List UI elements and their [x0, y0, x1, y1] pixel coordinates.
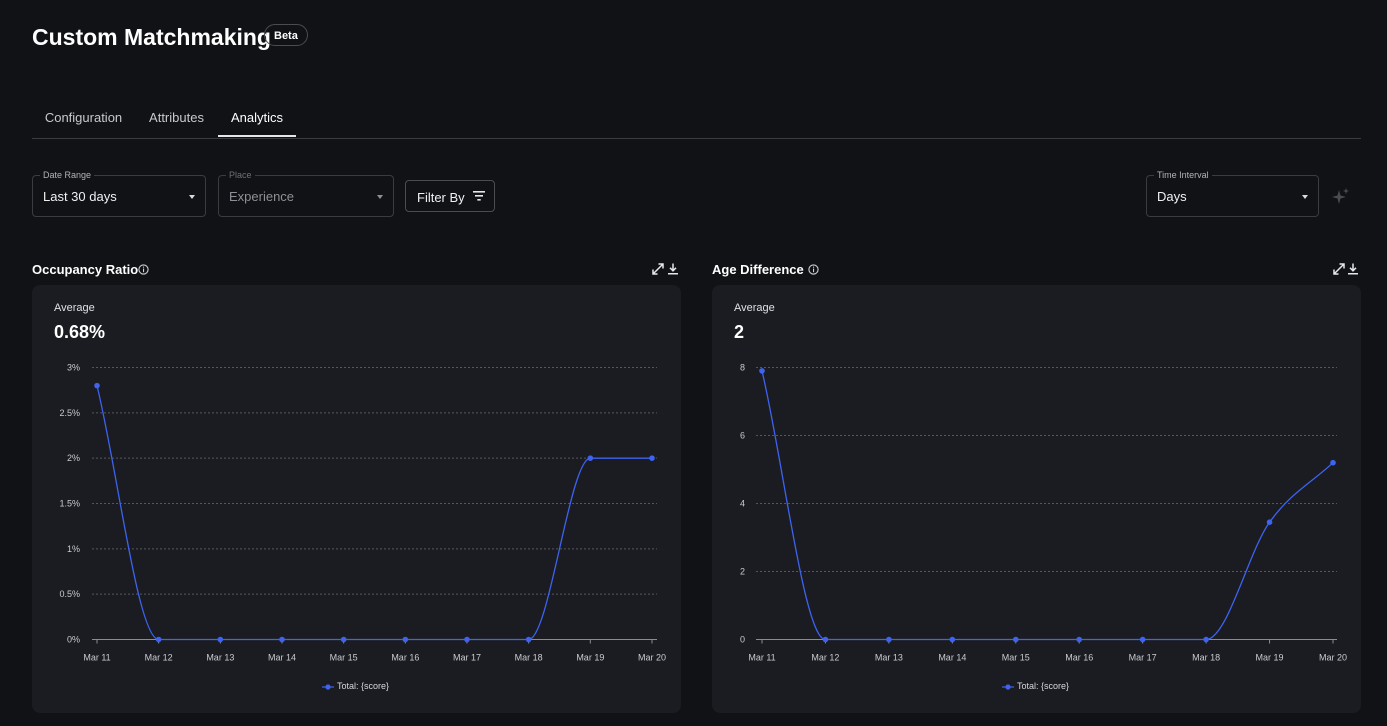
x-tick-label: Mar 19: [1256, 653, 1284, 663]
date-range-value: Last 30 days: [43, 189, 117, 204]
y-tick-label: 1%: [67, 544, 80, 554]
x-tick-label: Mar 16: [1065, 653, 1093, 663]
data-point: [886, 636, 892, 643]
sparkle-icon[interactable]: [1331, 187, 1351, 207]
chevron-down-icon: [1302, 195, 1308, 199]
tab-bar: Configuration Attributes Analytics: [32, 104, 1361, 139]
y-tick-label: 4: [740, 499, 745, 509]
x-tick-label: Mar 17: [1129, 653, 1157, 663]
y-tick-label: 3%: [67, 363, 80, 373]
x-tick-label: Mar 14: [268, 653, 296, 663]
line-chart-occupancy-ratio: 0% 0.5% 1% 1.5% 2% 2.5% 3% Mar 11 Mar 12 Mar 13 Ma…: [59, 363, 666, 663]
series-line: [761, 370, 1334, 641]
chart-panel-age-difference: Average 2 0 2 4 6 8 Mar 11 Mar 12 Mar 13 Mar 14 M…: [712, 285, 1361, 713]
legend-marker: [322, 684, 334, 690]
legend-label: Total: {score}: [337, 681, 390, 691]
average-label: Average: [54, 302, 95, 314]
x-tick-label: Mar 14: [938, 653, 966, 663]
chart-panel-occupancy-ratio: Average 0.68% 0% 0.5% 1% 1.5% 2% 2.5% 3% Mar 11…: [32, 285, 681, 713]
y-tick-label: 2: [740, 567, 745, 577]
info-icon[interactable]: [808, 264, 819, 275]
data-point: [1266, 519, 1273, 525]
legend-label: Total: {score}: [1017, 681, 1070, 691]
data-point: [649, 455, 655, 461]
data-point: [464, 636, 470, 643]
x-tick-label: Mar 20: [638, 653, 666, 663]
data-point: [822, 636, 829, 643]
data-point: [1330, 459, 1336, 466]
data-point: [155, 636, 162, 643]
data-point: [525, 636, 532, 643]
x-tick-label: Mar 11: [83, 653, 110, 663]
time-interval-value: Days: [1157, 189, 1187, 204]
x-tick-label: Mar 13: [875, 653, 903, 663]
x-tick-label: Mar 15: [330, 653, 358, 663]
time-interval-select[interactable]: Time Interval Days: [1146, 169, 1319, 217]
expand-icon[interactable]: [1333, 263, 1345, 275]
average-value: 2: [734, 322, 745, 342]
page-title: Custom Matchmaking: [32, 24, 271, 50]
x-tick-label: Mar 19: [576, 653, 604, 663]
place-label: Place: [226, 169, 255, 181]
data-point: [340, 636, 347, 643]
tab-configuration[interactable]: Configuration: [44, 110, 123, 125]
tab-analytics[interactable]: Analytics: [218, 104, 296, 137]
chart-title-occupancy-ratio: Occupancy Ratio: [32, 262, 139, 277]
beta-badge: Beta: [264, 24, 308, 46]
download-icon[interactable]: [667, 263, 679, 275]
x-tick-label: Mar 17: [453, 653, 481, 663]
y-tick-label: 8: [740, 363, 745, 373]
x-tick-label: Mar 12: [811, 653, 839, 663]
data-point: [402, 636, 409, 643]
data-point: [949, 636, 956, 643]
chart-legend[interactable]: Total: {score}: [1002, 681, 1069, 691]
average-value: 0.68%: [54, 322, 106, 342]
filter-by-button[interactable]: Filter By: [405, 180, 495, 212]
x-tick-label: Mar 12: [145, 653, 173, 663]
data-point: [217, 636, 224, 643]
chevron-down-icon: [377, 195, 383, 199]
place-placeholder: Experience: [229, 189, 295, 204]
data-point: [1076, 636, 1083, 643]
y-tick-label: 2.5%: [59, 408, 80, 418]
x-tick-label: Mar 18: [1192, 653, 1220, 663]
data-point: [759, 368, 765, 374]
data-point: [1139, 636, 1146, 643]
y-tick-label: 0: [740, 635, 745, 645]
y-tick-label: 2%: [67, 453, 80, 463]
y-tick-label: 0.5%: [59, 589, 80, 599]
x-tick-label: Mar 11: [748, 653, 775, 663]
info-icon[interactable]: [138, 264, 149, 275]
data-point: [1203, 636, 1209, 643]
series-line: [96, 385, 652, 641]
average-label: Average: [734, 302, 775, 314]
filter-by-label: Filter By: [417, 190, 465, 205]
expand-icon[interactable]: [652, 263, 664, 275]
x-tick-label: Mar 13: [206, 653, 234, 663]
data-point: [1012, 636, 1019, 643]
y-tick-label: 1.5%: [59, 499, 80, 509]
chevron-down-icon: [189, 195, 195, 199]
tab-attributes[interactable]: Attributes: [149, 110, 204, 125]
data-point: [94, 382, 100, 389]
y-tick-label: 0%: [67, 635, 80, 645]
x-tick-label: Mar 15: [1002, 653, 1030, 663]
filter-icon: [473, 191, 485, 201]
date-range-select[interactable]: Date Range Last 30 days: [32, 169, 206, 217]
download-icon[interactable]: [1347, 263, 1359, 275]
line-chart-age-difference: 0 2 4 6 8 Mar 11 Mar 12 Mar 13 Mar 14 Mar 15 Mar 1…: [740, 363, 1347, 663]
data-point: [587, 455, 594, 461]
x-tick-label: Mar 20: [1319, 653, 1347, 663]
chart-title-age-difference: Age Difference: [712, 262, 804, 277]
x-tick-label: Mar 16: [391, 653, 419, 663]
date-range-label: Date Range: [40, 169, 95, 181]
chart-legend[interactable]: Total: {score}: [322, 681, 389, 691]
data-point: [279, 636, 285, 643]
legend-marker: [1002, 684, 1014, 690]
place-select[interactable]: Place Experience: [218, 169, 394, 217]
y-tick-label: 6: [740, 431, 745, 441]
time-interval-label: Time Interval: [1154, 169, 1212, 181]
x-tick-label: Mar 18: [515, 653, 543, 663]
